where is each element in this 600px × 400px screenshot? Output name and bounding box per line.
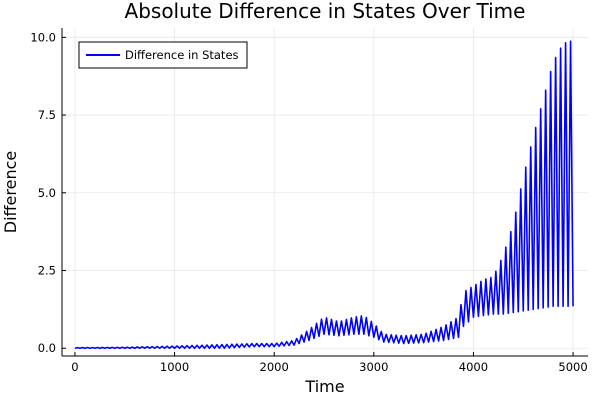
legend: Difference in States: [78, 41, 248, 69]
legend-label: Difference in States: [125, 48, 239, 62]
series-line-0: [74, 40, 574, 350]
x-tick-label-2: 2000: [260, 360, 289, 374]
x-axis-label: Time: [304, 377, 344, 396]
series-layer: [74, 40, 574, 350]
y-tick-label-2: 5.0: [38, 186, 56, 200]
grid: [62, 28, 588, 356]
y-tick-label-0: 0.0: [38, 341, 56, 355]
x-tick-label-5: 5000: [558, 360, 587, 374]
x-tick-label-1: 1000: [160, 360, 189, 374]
y-tick-label-3: 7.5: [38, 108, 56, 122]
x-tick-label-0: 0: [71, 360, 78, 374]
y-tick-label-1: 2.5: [38, 264, 56, 278]
y-axis-label: Difference: [1, 151, 20, 233]
ticks: 0 1000 2000 3000 4000 5000 0.0 2.5 5.0 7.5 10.0: [30, 30, 587, 374]
chart-title: Absolute Difference in States Over Time: [125, 0, 526, 23]
y-tick-label-4: 10.0: [30, 30, 56, 44]
x-tick-label-3: 3000: [359, 360, 388, 374]
x-tick-label-4: 4000: [459, 360, 488, 374]
axes: [61, 28, 588, 357]
